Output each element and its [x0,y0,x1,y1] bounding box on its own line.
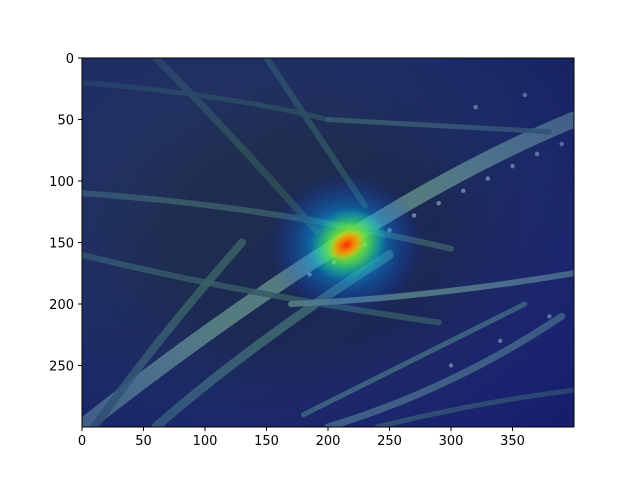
y-tick-label: 0 [66,52,74,67]
x-tick-label: 100 [193,434,218,449]
x-tick-label: 350 [500,434,525,449]
x-axis-ticks: 0 50 100 150 200 250 300 350 [78,427,525,449]
y-axis-ticks: 0 50 100 150 200 250 [49,52,82,375]
x-tick-label: 50 [135,434,152,449]
x-tick-label: 300 [439,434,464,449]
y-tick-label: 200 [49,298,74,313]
x-tick-label: 0 [78,434,86,449]
y-tick-label: 250 [49,360,74,375]
heat-core [327,229,365,261]
x-tick-label: 200 [316,434,341,449]
plot-area [82,58,574,427]
attention-heatmap [268,172,425,317]
y-tick-label: 50 [57,114,74,129]
x-tick-label: 150 [254,434,279,449]
x-tick-label: 250 [377,434,402,449]
y-tick-label: 150 [49,237,74,252]
y-tick-label: 100 [49,175,74,190]
